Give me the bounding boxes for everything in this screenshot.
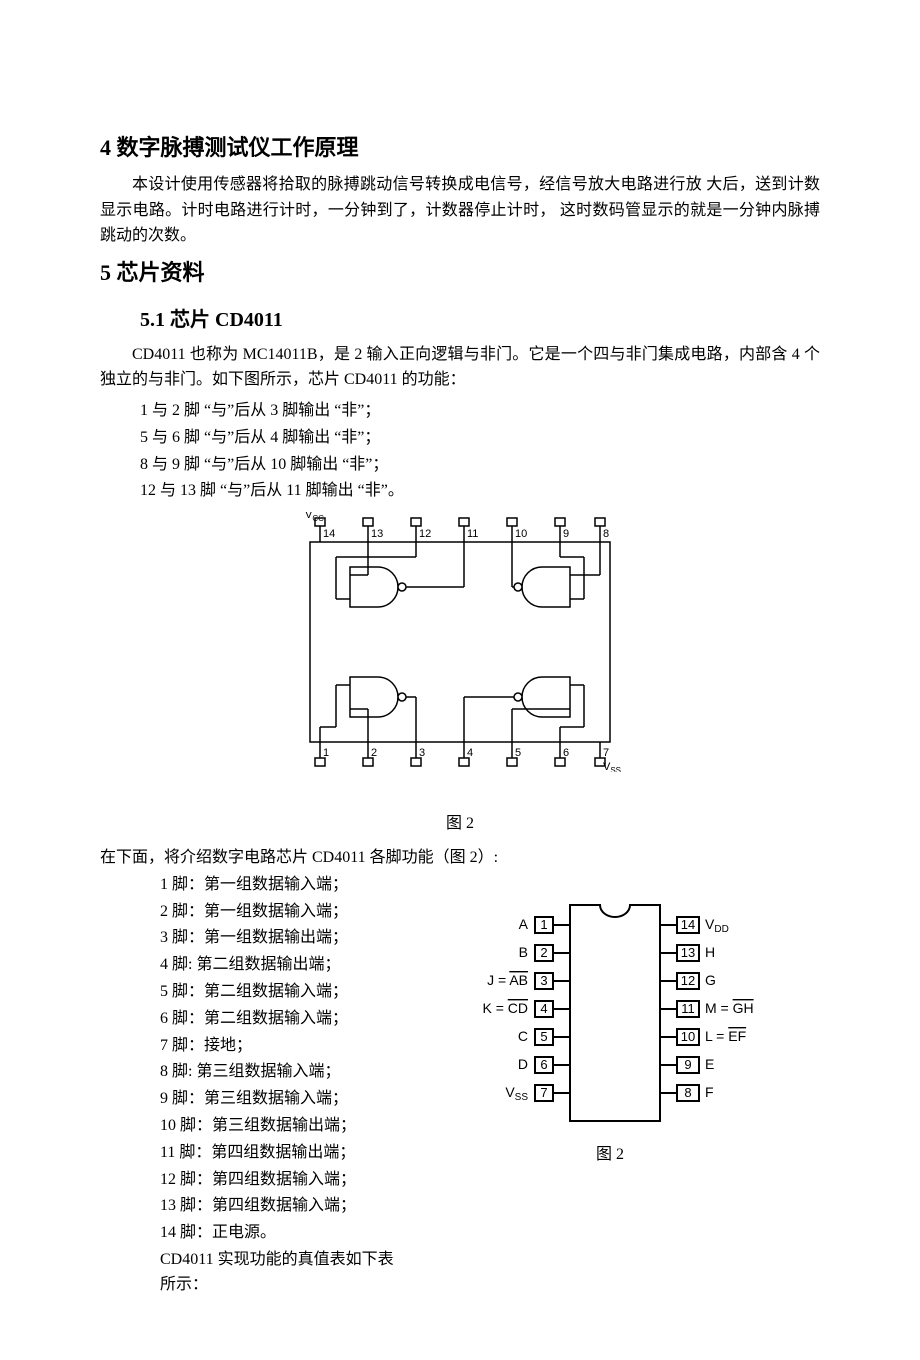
function-line: 5 与 6 脚 “与”后从 4 脚输出 “非”； [140, 426, 820, 451]
figure-1-caption: 图 2 [100, 809, 820, 833]
pin-label: 3 [419, 747, 425, 759]
section-4-paragraph: 本设计使用传感器将拾取的脉搏跳动信号转换成电信号，经信号放大电路进行放 大后，送… [100, 172, 820, 249]
vss-label: VSS [603, 761, 621, 772]
pin-line: 5 脚：第二组数据输入端； [160, 980, 400, 1005]
pin-number: 7 [540, 1085, 547, 1100]
pin-number: 5 [540, 1029, 547, 1044]
cd4011-pinout-diagram: 1 2 3 4 5 6 7 14 13 12 11 10 9 8 [450, 893, 770, 1133]
pin-number: 3 [540, 973, 547, 988]
signal-label: C [518, 1028, 528, 1044]
pin-line: 6 脚：第二组数据输入端； [160, 1007, 400, 1032]
pin-line: 11 脚：第四组数据输出端； [160, 1141, 400, 1166]
pin-line: 2 脚：第一组数据输入端； [160, 900, 400, 925]
signal-label: F [705, 1084, 714, 1100]
signal-label: A [519, 916, 529, 932]
pin-number: 10 [681, 1029, 695, 1044]
pin-number: 12 [681, 973, 695, 988]
signal-label: VDD [705, 916, 729, 935]
document-page: 4 数字脉搏测试仪工作原理 本设计使用传感器将拾取的脉搏跳动信号转换成电信号，经… [0, 0, 920, 1360]
section-5-1-paragraph: CD4011 也称为 MC14011B，是 2 输入正向逻辑与非门。它是一个四与… [100, 342, 820, 393]
pin-number: 1 [540, 917, 547, 932]
pin-label: 5 [515, 747, 521, 759]
pin-label: 9 [563, 528, 569, 540]
signal-label: E [705, 1056, 714, 1072]
function-line: 8 与 9 脚 “与”后从 10 脚输出 “非”； [140, 453, 820, 478]
pin-label: 2 [371, 747, 377, 759]
vcc-label: VCC [305, 512, 324, 523]
signal-label: D [518, 1056, 528, 1072]
pin-label: 14 [323, 528, 335, 540]
signal-label: VSS [505, 1084, 528, 1103]
function-line: 1 与 2 脚 “与”后从 3 脚输出 “非”； [140, 399, 820, 424]
pin-intro: 在下面，将介绍数字电路芯片 CD4011 各脚功能（图 2）: [100, 845, 820, 871]
signal-label: K = CD [482, 1000, 528, 1016]
pin-number: 4 [540, 1001, 547, 1016]
pin-line: 1 脚：第一组数据输入端； [160, 873, 400, 898]
pin-label: 10 [515, 528, 527, 540]
pin-line: 4 脚: 第二组数据输出端； [160, 953, 400, 978]
signal-label: G [705, 972, 716, 988]
pin-line: 12 脚：第四组数据输入端； [160, 1168, 400, 1193]
figure-1: VCC 14 13 12 11 10 9 8 1 2 3 4 5 6 7 VSS… [100, 512, 820, 833]
pin-label: 6 [563, 747, 569, 759]
section-4-heading: 4 数字脉搏测试仪工作原理 [100, 130, 820, 162]
truth-line: CD4011 实现功能的真值表如下表所示： [160, 1248, 400, 1298]
pin-label: 13 [371, 528, 383, 540]
pin-number: 2 [540, 945, 547, 960]
pin-line: 13 脚：第四组数据输入端； [160, 1194, 400, 1219]
pin-line: 8 脚: 第三组数据输入端； [160, 1060, 400, 1085]
pin-number: 14 [681, 917, 695, 932]
function-line: 12 与 13 脚 “与”后从 11 脚输出 “非”。 [140, 479, 820, 504]
pin-number: 13 [681, 945, 695, 960]
pin-label: 7 [603, 747, 609, 759]
signal-label: B [519, 944, 528, 960]
pin-number: 6 [540, 1057, 547, 1072]
pin-list-and-figure: 1 脚：第一组数据输入端； 2 脚：第一组数据输入端； 3 脚：第一组数据输出端… [100, 873, 820, 1300]
pin-number: 9 [684, 1057, 691, 1072]
pin-line: 10 脚：第三组数据输出端； [160, 1114, 400, 1139]
pin-label: 11 [467, 528, 478, 540]
signal-label: H [705, 944, 715, 960]
pin-label: 8 [603, 528, 609, 540]
pin-line: 9 脚：第三组数据输入端； [160, 1087, 400, 1112]
section-5-heading: 5 芯片资料 [100, 255, 820, 287]
pin-line: 7 脚：接地； [160, 1034, 400, 1059]
section-5-1-heading: 5.1 芯片 CD4011 [140, 303, 820, 332]
pin-line: 14 脚：正电源。 [160, 1221, 400, 1246]
signal-label: J = AB [487, 972, 528, 988]
pin-label: 1 [323, 747, 329, 759]
signal-label: M = GH [705, 1000, 754, 1016]
pin-line: 3 脚：第一组数据输出端； [160, 926, 400, 951]
figure-2-caption: 图 2 [400, 1140, 820, 1164]
pin-label: 4 [467, 747, 473, 759]
pin-number: 8 [684, 1085, 691, 1100]
pin-label: 12 [419, 528, 431, 540]
signal-label: L = EF [705, 1028, 746, 1044]
cd4011-internal-diagram: VCC 14 13 12 11 10 9 8 1 2 3 4 5 6 7 VSS [250, 512, 670, 772]
pin-number: 11 [681, 1001, 695, 1016]
